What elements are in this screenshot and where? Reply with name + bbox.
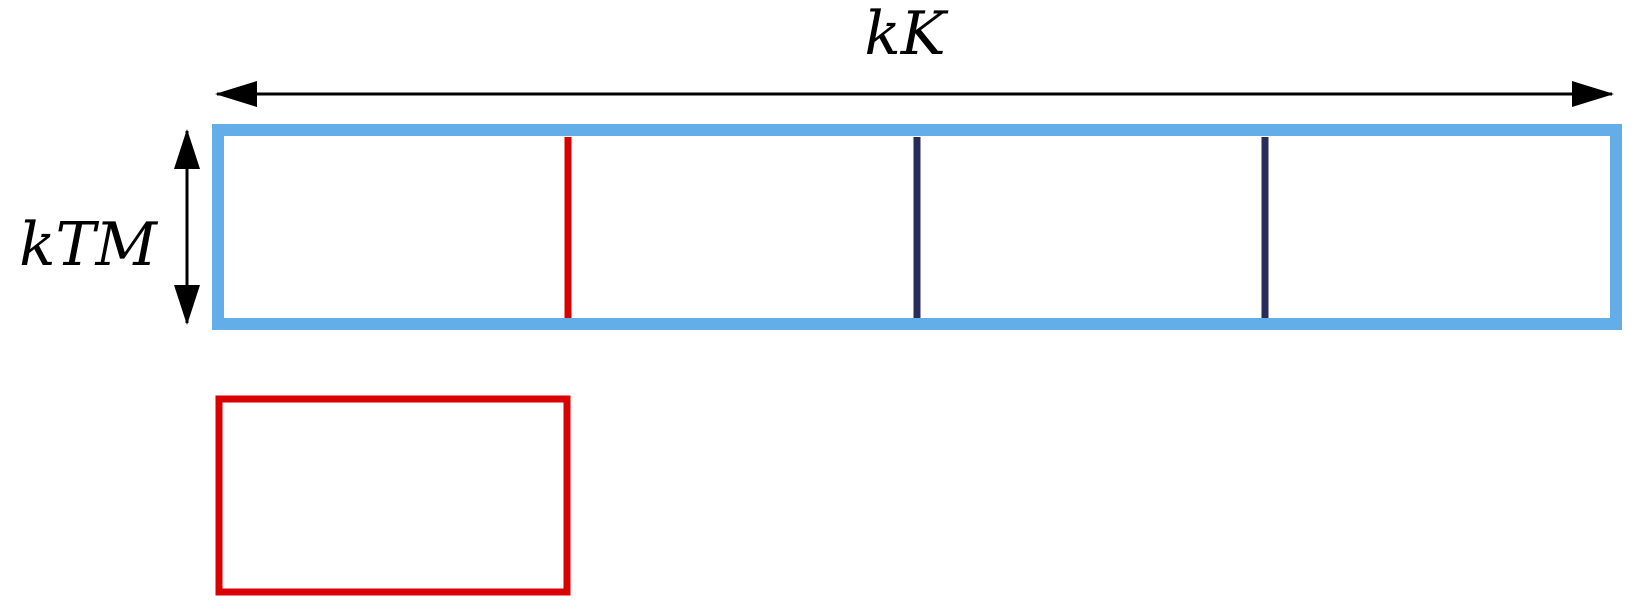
highlighted-tile xyxy=(215,395,571,596)
width-label: kK xyxy=(864,0,948,69)
height-label: kTM xyxy=(19,210,158,280)
full-block xyxy=(212,124,1622,330)
